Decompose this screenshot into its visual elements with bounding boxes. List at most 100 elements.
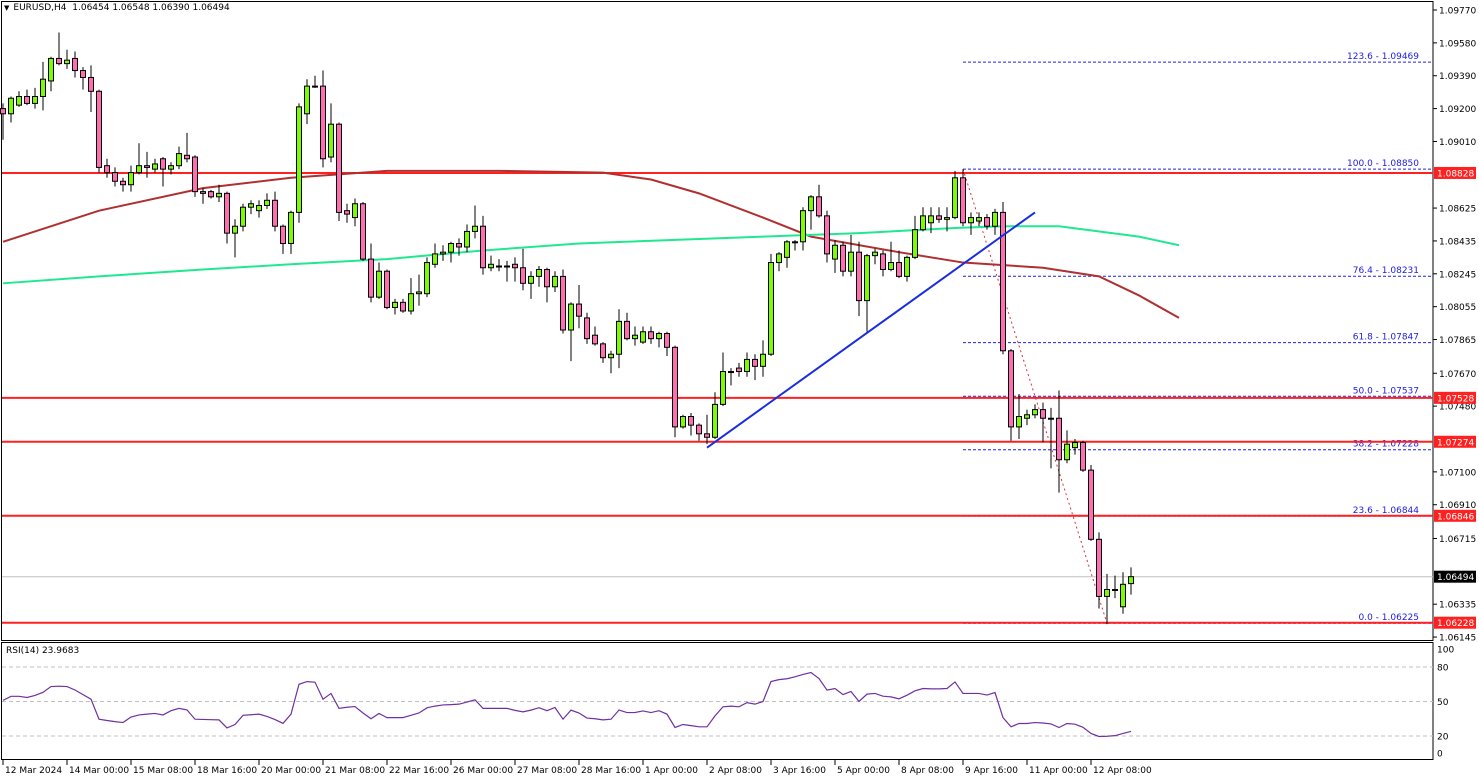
candle — [728, 368, 734, 386]
bull-candle-body — [640, 331, 646, 343]
time-tick-label: 28 Mar 16:00 — [581, 766, 641, 776]
triangle-down-icon[interactable]: ▼ — [4, 4, 10, 12]
candle — [224, 191, 230, 244]
candle — [312, 75, 318, 88]
candle — [904, 255, 910, 282]
candle — [680, 414, 686, 429]
candle — [768, 253, 774, 356]
bear-candle-body — [320, 85, 326, 160]
bull-candle-body — [952, 177, 958, 219]
bull-candle-body — [968, 217, 974, 224]
price-tick-label: 1.09770 — [1439, 7, 1476, 17]
sr-price-label: 1.08828 — [1437, 169, 1474, 179]
candle — [560, 269, 566, 334]
candle — [208, 189, 214, 199]
bull-candle-body — [48, 57, 54, 82]
candle — [1096, 532, 1102, 609]
time-tick-label: 20 Mar 00:00 — [261, 766, 321, 776]
time-tick-label: 27 Mar 08:00 — [517, 766, 577, 776]
candle — [1088, 464, 1094, 542]
candle — [968, 212, 974, 235]
rsi-tick-label: 50 — [1437, 698, 1449, 708]
bear-candle-body — [624, 320, 630, 340]
bull-candle-body — [1016, 416, 1022, 428]
candle — [96, 89, 102, 173]
bear-candle-body — [56, 57, 62, 65]
bear-candle-body — [112, 172, 118, 182]
moving-average-red — [2, 169, 1180, 319]
candle — [688, 413, 694, 436]
bull-candle-body — [904, 256, 910, 277]
bull-candle-body — [256, 204, 262, 212]
candle — [48, 56, 54, 92]
candle — [808, 195, 814, 230]
candle — [184, 132, 190, 163]
candle — [456, 238, 462, 256]
bull-candle-body — [976, 217, 982, 222]
candle — [960, 169, 966, 227]
time-tick-label: 2 Apr 08:00 — [709, 766, 762, 776]
candle — [944, 207, 950, 232]
candle — [120, 177, 126, 192]
bear-candle-body — [1096, 538, 1102, 597]
candle — [616, 309, 622, 369]
bear-candle-body — [840, 244, 846, 272]
bear-candle-body — [1040, 409, 1046, 419]
bear-candle-body — [1088, 469, 1094, 540]
sr-price-box — [1434, 166, 1476, 179]
bear-candle-body — [936, 215, 942, 220]
candle — [928, 207, 934, 234]
sr-price-label: 1.06846 — [1437, 512, 1474, 522]
bear-candle-body — [0, 108, 6, 115]
candle — [864, 253, 870, 332]
sr-price-box — [1434, 509, 1476, 522]
bull-candle-body — [1024, 414, 1030, 419]
doji-candle-body — [1048, 417, 1054, 420]
candle — [392, 298, 398, 315]
candle — [584, 312, 590, 344]
time-tick-label: 21 Mar 08:00 — [325, 766, 385, 776]
bear-candle-body — [184, 154, 190, 160]
bull-candle-body — [616, 320, 622, 355]
candle — [784, 240, 790, 268]
candle — [56, 32, 62, 66]
candle — [384, 269, 390, 310]
candle — [1064, 430, 1070, 464]
doji-candle-body — [1112, 588, 1118, 591]
candle — [432, 243, 438, 268]
sr-price-label: 1.07274 — [1437, 438, 1474, 448]
candle — [112, 167, 118, 187]
price-tick-label: 1.06715 — [1439, 535, 1476, 545]
time-tick-label: 5 Apr 00:00 — [837, 766, 890, 776]
bear-candle-body — [688, 416, 694, 426]
candle — [608, 350, 614, 374]
candle — [672, 345, 678, 438]
bear-candle-body — [120, 180, 126, 186]
fib-level-label: 38.2 - 1.07228 — [1353, 440, 1419, 450]
bear-candle-body — [736, 367, 742, 373]
bear-candle-body — [384, 270, 390, 309]
candle — [720, 352, 726, 407]
bull-candle-body — [8, 97, 14, 115]
bear-candle-body — [400, 301, 406, 312]
bear-candle-body — [544, 268, 550, 288]
candle — [920, 207, 926, 232]
bull-candle-body — [536, 268, 542, 277]
candle — [192, 155, 198, 197]
bull-candle-body — [264, 199, 270, 206]
candle — [416, 274, 422, 306]
candle — [992, 208, 998, 235]
rsi-header: RSI(14) 23.9683 — [6, 646, 80, 656]
bear-candle-body — [160, 158, 166, 170]
bull-candle-body — [848, 251, 854, 272]
candle — [704, 414, 710, 445]
bull-candle-body — [944, 217, 950, 220]
candle — [1080, 440, 1086, 472]
candle — [104, 158, 110, 178]
bear-candle-body — [880, 253, 886, 270]
price-tick-label: 1.09390 — [1439, 72, 1476, 82]
candle — [1008, 349, 1014, 441]
candle — [376, 262, 382, 299]
doji-candle-body — [728, 371, 734, 374]
